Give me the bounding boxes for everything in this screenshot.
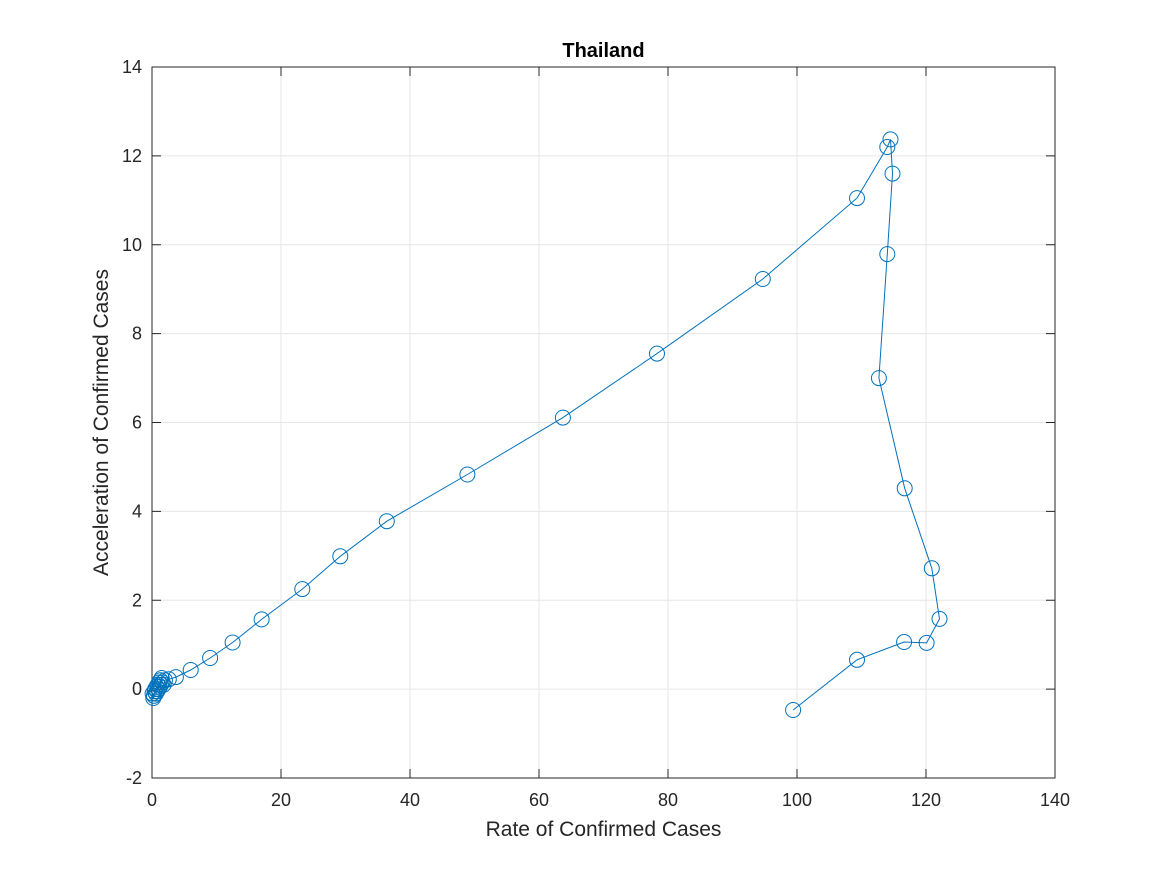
y-tick-label: 8 [132, 324, 142, 344]
y-axis-title: Acceleration of Confirmed Cases [90, 269, 113, 576]
x-tick-label: 40 [400, 790, 420, 810]
y-tick-label: 12 [122, 146, 142, 166]
data-point [459, 466, 476, 483]
data-point [849, 190, 865, 207]
data-point [849, 651, 865, 668]
x-tick-label: 80 [658, 790, 678, 810]
data-point [870, 370, 887, 387]
data-point [785, 702, 802, 718]
x-tick-label: 120 [911, 790, 941, 810]
data-point [896, 480, 913, 497]
chart-title: Thailand [562, 40, 644, 62]
data-point [153, 670, 170, 686]
y-tick-label: 2 [132, 590, 142, 610]
data-point [554, 409, 571, 426]
x-axis-title: Rate of Confirmed Cases [486, 818, 722, 841]
grid [151, 66, 1056, 779]
data-point [918, 634, 935, 651]
data-point [923, 560, 940, 577]
data-point [931, 610, 948, 627]
x-tick-label: 100 [782, 790, 812, 810]
data-point [879, 246, 896, 263]
data-point [896, 634, 913, 650]
x-tick-label: 140 [1040, 790, 1070, 810]
data-point [754, 271, 771, 287]
data-point [202, 650, 219, 666]
data-point [182, 662, 199, 678]
series-line [152, 139, 941, 711]
data-point [160, 671, 177, 688]
y-tick-label: -2 [126, 768, 142, 788]
data-point [167, 669, 184, 686]
data-point [884, 165, 901, 182]
data-point [649, 345, 665, 362]
x-tick-label: 0 [147, 790, 157, 810]
data-point [224, 634, 241, 651]
data-point [152, 672, 169, 689]
data-point [253, 611, 270, 628]
x-tick-label: 20 [271, 790, 291, 810]
data-point [879, 139, 896, 155]
y-tick-label: 10 [122, 235, 142, 255]
x-tick-label: 60 [529, 790, 549, 810]
y-tick-label: 6 [132, 413, 142, 433]
y-tick-label: 14 [122, 57, 142, 77]
data-series [144, 131, 948, 718]
y-tick-label: 4 [132, 501, 142, 521]
y-tick-label: 0 [132, 679, 142, 699]
data-point [332, 548, 349, 565]
data-point [294, 581, 311, 598]
data-point [378, 513, 395, 530]
data-point [882, 131, 899, 148]
